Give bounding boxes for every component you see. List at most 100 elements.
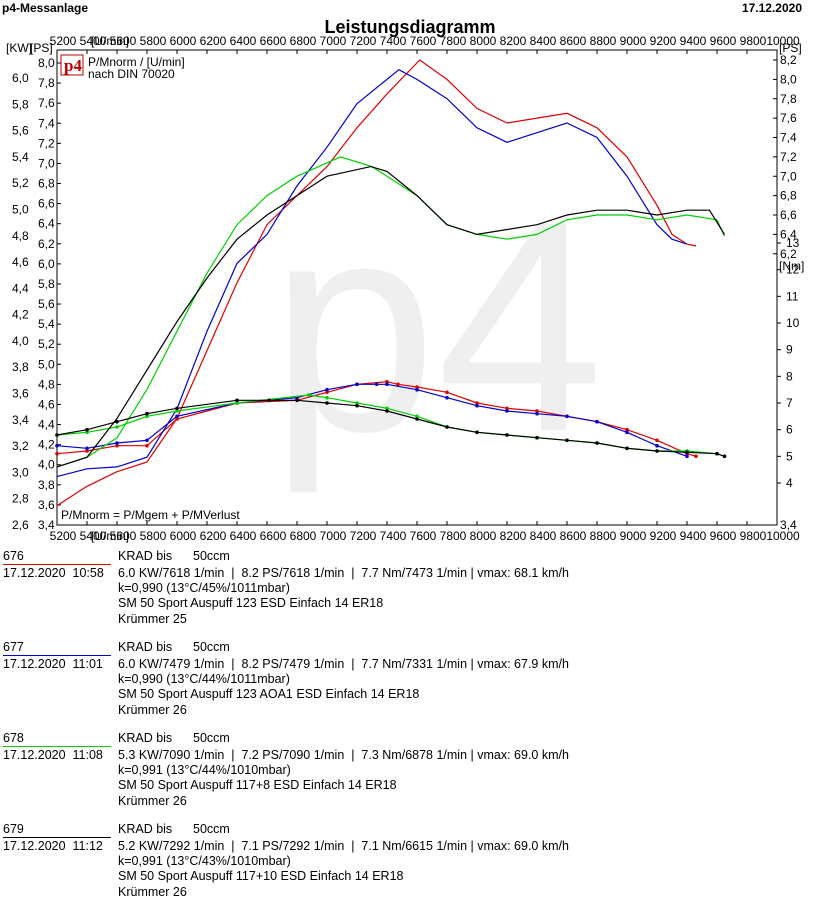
torque-point-678 — [355, 401, 359, 405]
x-tick-label-top: 7000 — [320, 34, 347, 48]
x-tick-label-top: 8200 — [500, 34, 527, 48]
torque-point-677 — [505, 409, 509, 413]
torque-point-678 — [85, 430, 89, 435]
ps-right-axis-label: [PS] — [779, 41, 802, 55]
ps-left-tick-label: 7,2 — [38, 136, 55, 150]
torque-point-676 — [625, 427, 629, 432]
kw-tick-label: 4,0 — [12, 334, 29, 348]
torque-point-676 — [175, 417, 179, 421]
x-tick-label-top: 5600 — [110, 34, 137, 48]
ps-left-tick-label: 7,0 — [38, 156, 55, 170]
torque-point-677 — [325, 387, 329, 392]
run-details: 6.0 KW/7479 1/min | 8.2 PS/7479 1/min | … — [118, 657, 569, 717]
x-tick-label-top: 9200 — [650, 34, 677, 48]
x-tick-label-top: 8600 — [560, 34, 587, 48]
torque-point-679 — [55, 433, 59, 437]
run-color-line — [3, 746, 111, 747]
run-date: 17.12.2020 11:08 — [3, 748, 103, 762]
torque-point-677 — [625, 430, 629, 435]
ps-left-tick-label: 4,4 — [38, 418, 55, 432]
ps-left-tick-label: 4,2 — [38, 438, 55, 452]
ps-right-tick-label: 7,8 — [780, 92, 797, 106]
torque-point-676 — [535, 409, 539, 413]
ps-right-tick-label: 8,2 — [780, 53, 797, 67]
torque-point-679 — [445, 425, 449, 429]
torque-point-676 — [655, 438, 659, 443]
torque-point-678 — [325, 395, 329, 400]
ps-left-tick-label: 4,0 — [38, 458, 55, 472]
ps-left-tick-label: 7,4 — [38, 116, 55, 130]
x-tick-label-bottom: 8800 — [590, 529, 617, 543]
torque-point-676 — [475, 401, 479, 405]
torque-point-676 — [55, 451, 59, 456]
x-tick-label-bottom: 6000 — [170, 529, 197, 543]
torque-point-677 — [385, 382, 389, 387]
torque-point-679 — [295, 398, 299, 403]
kw-tick-label: 5,6 — [12, 124, 29, 138]
x-tick-label-bottom: 5600 — [110, 529, 137, 543]
ps-left-tick-label: 5,4 — [38, 317, 55, 331]
kw-tick-label: 5,4 — [12, 150, 29, 164]
kw-tick-label: 4,4 — [12, 281, 29, 295]
torque-point-679 — [267, 398, 272, 403]
torque-point-679 — [685, 450, 689, 455]
torque-point-677 — [535, 411, 539, 416]
torque-point-679 — [175, 406, 179, 411]
x-axis-label-top: [U/min] — [91, 34, 129, 48]
torque-point-676 — [415, 385, 419, 389]
header-date: 17.12.2020 — [741, 1, 802, 15]
power-curve-676 — [56, 59, 697, 507]
x-tick-label-top: 8800 — [590, 34, 617, 48]
ps-left-axis-label: [PS] — [30, 41, 53, 55]
x-tick-label-bottom: 6400 — [230, 529, 257, 543]
torque-point-677 — [115, 441, 119, 445]
x-tick-label-top: 6800 — [290, 34, 317, 48]
ps-left-tick-label: 4,8 — [38, 377, 55, 391]
x-tick-label-bottom: 6800 — [290, 529, 317, 543]
kw-tick-label: 3,0 — [12, 465, 29, 479]
run-category: KRAD bis 50ccm — [118, 640, 230, 654]
ps-right-tick-label: 6,2 — [780, 247, 797, 261]
nm-tick-label: 9 — [786, 343, 793, 357]
nm-tick-label: 13 — [786, 236, 800, 250]
ps-left-tick-label: 6,6 — [38, 197, 55, 211]
x-tick-label-bottom: 6200 — [200, 529, 227, 543]
legend-line-1: P/Mnorm / [U/min] — [88, 55, 185, 69]
run-color-line — [3, 837, 111, 838]
x-tick-label-top: 6400 — [230, 34, 257, 48]
x-tick-label-bottom: 7800 — [440, 529, 467, 543]
run-date: 17.12.2020 11:12 — [3, 839, 103, 853]
nm-tick-label: 8 — [786, 369, 793, 383]
torque-point-676 — [396, 382, 400, 387]
torque-point-679 — [115, 419, 119, 424]
x-tick-label-top: 8400 — [530, 34, 557, 48]
run-id: 677 — [3, 640, 24, 654]
x-tick-label-top: 7400 — [380, 34, 407, 48]
torque-point-679 — [415, 417, 419, 421]
torque-point-679 — [715, 451, 719, 456]
x-tick-label-bottom: 7000 — [320, 529, 347, 543]
torque-point-677 — [595, 419, 599, 424]
run-details: 6.0 KW/7618 1/min | 8.2 PS/7618 1/min | … — [118, 566, 569, 626]
torque-point-677 — [55, 443, 59, 448]
torque-point-676 — [445, 390, 449, 395]
ps-right-tick-label: 6,6 — [780, 208, 797, 222]
p4-logo — [60, 54, 84, 76]
x-tick-label-bottom: 5400 — [80, 529, 107, 543]
torque-point-678 — [145, 414, 149, 419]
torque-point-676 — [694, 454, 698, 459]
torque-point-676 — [325, 390, 329, 395]
torque-point-679 — [235, 398, 239, 403]
nm-tick-label: 7 — [786, 396, 793, 410]
nm-tick-label: 6 — [786, 423, 793, 437]
run-color-line — [3, 655, 111, 656]
ps-left-tick-label: 3,8 — [38, 478, 55, 492]
ps-left-tick-label: 3,6 — [38, 498, 55, 512]
torque-point-679 — [145, 411, 149, 416]
torque-point-677 — [685, 454, 689, 459]
kw-tick-label: 4,8 — [12, 229, 29, 243]
kw-tick-label: 5,8 — [12, 97, 29, 111]
torque-point-679 — [475, 430, 479, 435]
run-category: KRAD bis 50ccm — [118, 822, 230, 836]
x-tick-label-top: 6000 — [170, 34, 197, 48]
